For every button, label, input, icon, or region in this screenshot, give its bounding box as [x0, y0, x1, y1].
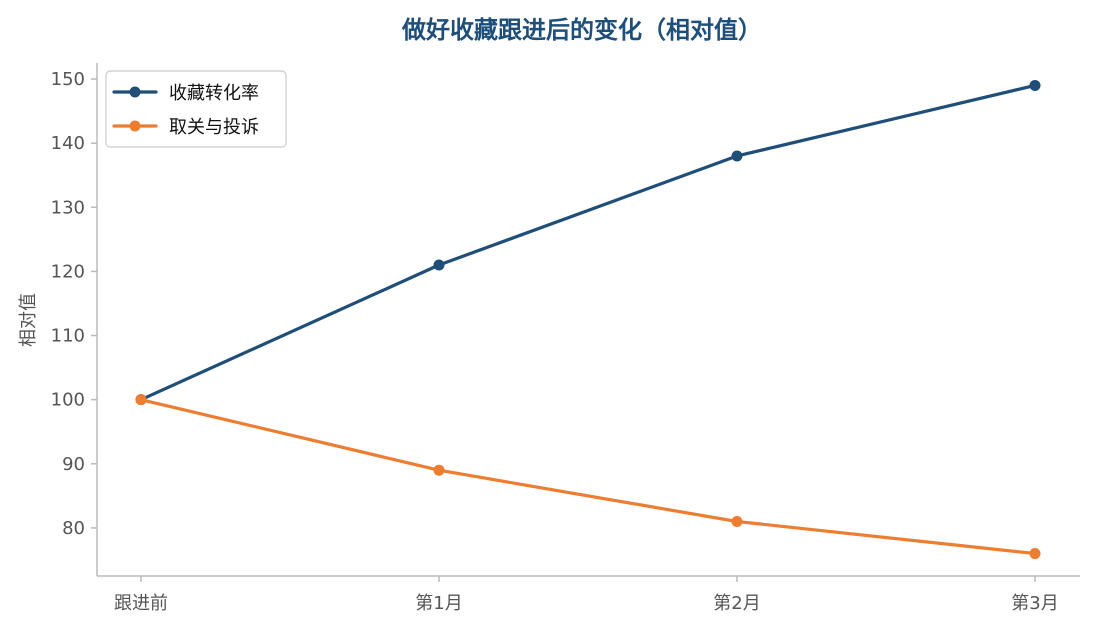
series-layer	[135, 79, 1041, 560]
data-point	[1029, 548, 1041, 560]
y-tick-label: 100	[51, 390, 85, 411]
y-tick-label: 140	[51, 133, 85, 154]
data-point	[731, 515, 743, 527]
series-line-2	[139, 398, 1037, 556]
series-line-1	[139, 83, 1037, 402]
legend-marker	[129, 86, 141, 98]
axes: 80 90 100 110 120 130 140 150 跟进前 第1月 第2月 第3月	[51, 63, 1080, 614]
legend-box	[105, 70, 287, 148]
y-axis-label: 相对值	[18, 293, 39, 347]
legend-marker	[129, 120, 141, 132]
series-2	[135, 394, 1041, 560]
data-point	[135, 394, 147, 406]
legend-entry: 收藏转化率	[112, 83, 259, 104]
legend-entry: 取关与投诉	[112, 117, 259, 138]
legend-label: 收藏转化率	[169, 83, 259, 104]
x-tick-label: 第1月	[415, 593, 462, 614]
y-tick-label: 90	[62, 454, 85, 475]
x-tick-label: 第3月	[1011, 593, 1058, 614]
data-point	[433, 464, 445, 476]
y-tick-label: 120	[51, 261, 85, 282]
chart-title: 做好收藏跟进后的变化（相对值）	[401, 16, 762, 44]
y-tick-label: 150	[51, 69, 85, 90]
y-tick-label: 130	[51, 197, 85, 218]
data-point	[731, 150, 743, 162]
x-tick-label: 跟进前	[114, 593, 168, 614]
legend-label: 取关与投诉	[169, 117, 259, 138]
x-tick-label: 第2月	[713, 593, 760, 614]
data-point	[1029, 79, 1041, 91]
y-tick-label: 110	[51, 326, 85, 347]
data-point	[433, 259, 445, 271]
y-tick-label: 80	[62, 518, 85, 539]
